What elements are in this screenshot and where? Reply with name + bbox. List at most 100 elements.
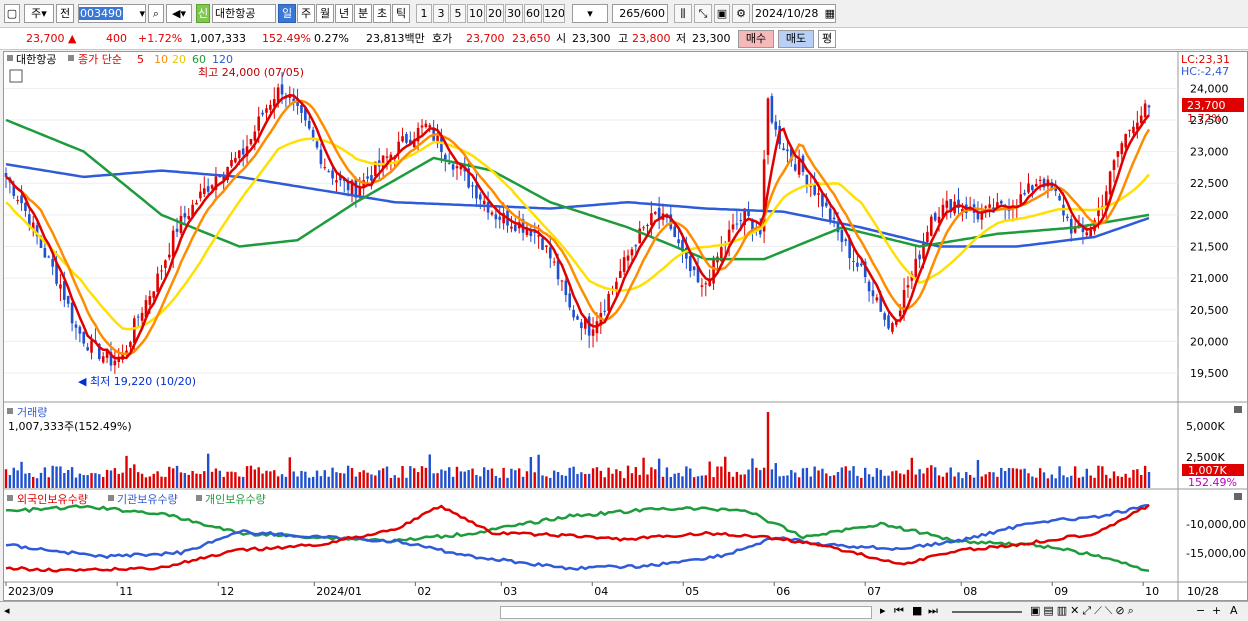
period-3-button[interactable]: 년 (335, 4, 353, 23)
search-icon[interactable]: ⌕ (148, 4, 164, 23)
forward-icon[interactable]: ⏭ (928, 604, 938, 617)
close-icon[interactable] (1234, 493, 1242, 500)
candle-body (692, 266, 696, 271)
candle-body (790, 148, 793, 161)
buy-button[interactable]: 매수 (738, 30, 774, 48)
volume-bar (70, 467, 74, 488)
candle-body (164, 260, 167, 268)
period-0-button[interactable]: 일 (278, 4, 296, 23)
volume-bar (1015, 468, 1019, 488)
drawing-tools-icon[interactable]: ▣▤▥✕⤢⟋⟍⊘⌕ (1030, 604, 1137, 617)
change-value: 400 (106, 32, 127, 45)
candle-body (591, 329, 595, 336)
interval-5-button[interactable]: 5 (450, 4, 466, 23)
volume-bar (82, 475, 85, 488)
scrollbar-thumb[interactable] (500, 606, 872, 619)
quote-bar: 23,700 ▲ 400 +1.72% 1,007,333 152.49% 0.… (0, 28, 1248, 50)
scroll-left-icon[interactable]: ◂ (4, 604, 10, 617)
bottom-scrollbar[interactable]: ◂ ▸ ⏮ ■ ⏭ ▣▤▥✕⤢⟋⟍⊘⌕ − + A (0, 601, 1248, 621)
volume-bar (308, 477, 311, 488)
candle-body (945, 200, 949, 208)
tool-icon[interactable]: ⤡ (694, 4, 712, 23)
volume-bar (117, 473, 120, 488)
period-type-select[interactable]: 주▾ (24, 4, 54, 23)
period-6-button[interactable]: 틱 (392, 4, 410, 23)
chart-area[interactable]: 대한항공 종가 단순 5 10 20 60 120 최고 24,000 (07/… (3, 51, 1248, 601)
period-4-button[interactable]: 분 (354, 4, 372, 23)
candle-body (1050, 182, 1054, 190)
candle-body (288, 96, 292, 98)
volume-bar (887, 475, 890, 488)
volume-bar (794, 472, 797, 488)
candle-body (1031, 185, 1034, 191)
candle-body (894, 319, 898, 325)
zoom-in-icon[interactable]: + (1212, 604, 1222, 617)
price-tick-label: 22,000 (1190, 209, 1229, 222)
candle-body (914, 258, 918, 277)
volume-bar (801, 468, 805, 488)
calendar-icon[interactable]: ▦ (824, 7, 835, 20)
x-axis-label: 10 (1145, 585, 1159, 598)
candle-body (607, 293, 610, 311)
interval-1-button[interactable]: 1 (416, 4, 432, 23)
volume-bar (832, 475, 836, 488)
period-1-button[interactable]: 주 (297, 4, 315, 23)
stop-icon[interactable]: ■ (912, 604, 923, 617)
candle-body (766, 98, 770, 155)
legend-ma120: 120 (212, 53, 233, 66)
flat-button[interactable]: 평 (818, 30, 836, 48)
close-icon[interactable] (1234, 406, 1242, 413)
volume-bar (906, 469, 910, 488)
sell-button[interactable]: 매도 (778, 30, 814, 48)
new-badge: 신 (196, 4, 210, 23)
stock-chart[interactable]: 대한항공 종가 단순 5 10 20 60 120 최고 24,000 (07/… (4, 52, 1247, 600)
volume-bar (689, 468, 692, 488)
save-icon[interactable]: ▣ (714, 4, 730, 23)
window-icon[interactable]: ▢ (4, 4, 20, 23)
volume-bar (591, 468, 595, 488)
volume-bar (895, 470, 898, 488)
interval-extra-select[interactable]: ▾ (572, 4, 608, 23)
stock-code-input[interactable]: 003490 ▾ (78, 4, 146, 23)
candle-body (813, 184, 816, 195)
speed-slider[interactable] (952, 611, 1022, 613)
interval-60-button[interactable]: 60 (524, 4, 542, 23)
rewind-icon[interactable]: ⏮ (894, 604, 904, 617)
count-input[interactable]: 265/600 (612, 4, 668, 23)
volume-bar (564, 475, 568, 488)
candle-body (774, 121, 778, 130)
volume-bar (101, 476, 105, 488)
speaker-icon[interactable]: ◀▾ (166, 4, 192, 23)
candle-body (397, 141, 400, 154)
volume-bar (1054, 478, 1057, 488)
volume-bar (280, 474, 284, 488)
zoom-out-icon[interactable]: − (1196, 604, 1206, 617)
interval-20-button[interactable]: 20 (486, 4, 504, 23)
period-2-button[interactable]: 월 (316, 4, 334, 23)
candle-body (751, 220, 754, 232)
interval-120-button[interactable]: 120 (543, 4, 565, 23)
institution-holdings-line (5, 504, 1149, 571)
candle-icon[interactable]: ⫼ (674, 4, 692, 23)
prev-button[interactable]: 전 (56, 4, 74, 23)
foreign-holdings-line (5, 503, 1150, 573)
candle-body (1104, 191, 1108, 211)
grid-icon[interactable] (9, 69, 23, 83)
candle-body (786, 149, 789, 152)
candle-body (331, 170, 334, 179)
candle-body (840, 230, 844, 242)
scroll-right-icon[interactable]: ▸ (880, 604, 886, 617)
date-input[interactable]: 2024/10/28 ▦ (752, 4, 836, 23)
period-5-button[interactable]: 초 (373, 4, 391, 23)
font-size-icon[interactable]: A (1230, 604, 1238, 617)
interval-30-button[interactable]: 30 (505, 4, 523, 23)
candle-body (922, 241, 925, 259)
holdings-tick-1: -10,000,00 (1186, 518, 1246, 531)
gear-icon[interactable]: ⚙ (732, 4, 750, 23)
interval-10-button[interactable]: 10 (467, 4, 485, 23)
volume-bar (1124, 473, 1127, 488)
chevron-down-icon[interactable]: ▾ (139, 7, 145, 20)
candle-body (770, 96, 774, 123)
candle-body (1089, 228, 1092, 237)
interval-3-button[interactable]: 3 (433, 4, 449, 23)
